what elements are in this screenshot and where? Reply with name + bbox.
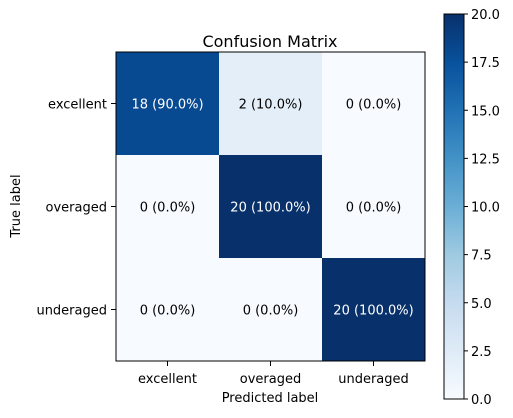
matrix-cell [322, 258, 426, 362]
matrix-cell [219, 155, 323, 259]
matrix-cell [322, 155, 426, 259]
matrix-cell [219, 52, 323, 156]
y-axis-ticks: excellent overaged underaged [36, 98, 116, 319]
cell-value-label: 2 (10.0%) [239, 98, 303, 113]
cell-value-label: 20 (100.0%) [230, 201, 310, 216]
cell-value-label: 0 (0.0%) [346, 201, 402, 216]
matrix-cell [116, 52, 220, 156]
matrix-cell [322, 52, 426, 156]
colorbar [443, 13, 465, 400]
cell-value-label: 0 (0.0%) [140, 201, 196, 216]
colorbar-tick-label: 20.0 [471, 8, 500, 23]
matrix-cell [116, 258, 220, 362]
matrix-cell [219, 258, 323, 362]
cell-value-label: 20 (100.0%) [333, 304, 413, 319]
x-axis-label: Predicted label [222, 391, 319, 406]
matrix-cell [116, 155, 220, 259]
y-axis-label: True label [9, 174, 24, 238]
cell-value-label: 0 (0.0%) [140, 304, 196, 319]
cell-value-label: 18 (90.0%) [131, 98, 203, 113]
colorbar-tick-label: 5.0 [471, 297, 492, 312]
colorbar-tick-label: 12.5 [471, 152, 500, 167]
colorbar-ticks: 0.0 2.5 5.0 7.5 10.0 12.5 15.0 17.5 20.0 [464, 8, 500, 408]
colorbar-tick-label: 2.5 [471, 345, 492, 360]
x-tick-label: underaged [338, 372, 409, 387]
colorbar-tick-label: 17.5 [471, 56, 500, 71]
chart-title: Confusion Matrix [202, 32, 337, 51]
cell-value-label: 0 (0.0%) [346, 98, 402, 113]
y-tick-label: excellent [48, 98, 107, 113]
cell-value-label: 0 (0.0%) [243, 304, 299, 319]
y-tick-label: underaged [36, 304, 107, 319]
colorbar-tick-label: 10.0 [471, 201, 500, 216]
matrix-cells: 18 (90.0%) 2 (10.0%) 0 (0.0%) 0 (0.0%) 20 (1… [116, 52, 426, 362]
y-tick-label: overaged [46, 201, 107, 216]
colorbar-tick-label: 15.0 [471, 104, 500, 119]
colorbar-tick-label: 7.5 [471, 249, 492, 264]
x-tick-label: overaged [240, 372, 301, 387]
x-tick-label: excellent [138, 372, 197, 387]
x-axis-ticks: excellent overaged underaged [138, 361, 409, 387]
colorbar-tick-label: 0.0 [471, 393, 492, 408]
